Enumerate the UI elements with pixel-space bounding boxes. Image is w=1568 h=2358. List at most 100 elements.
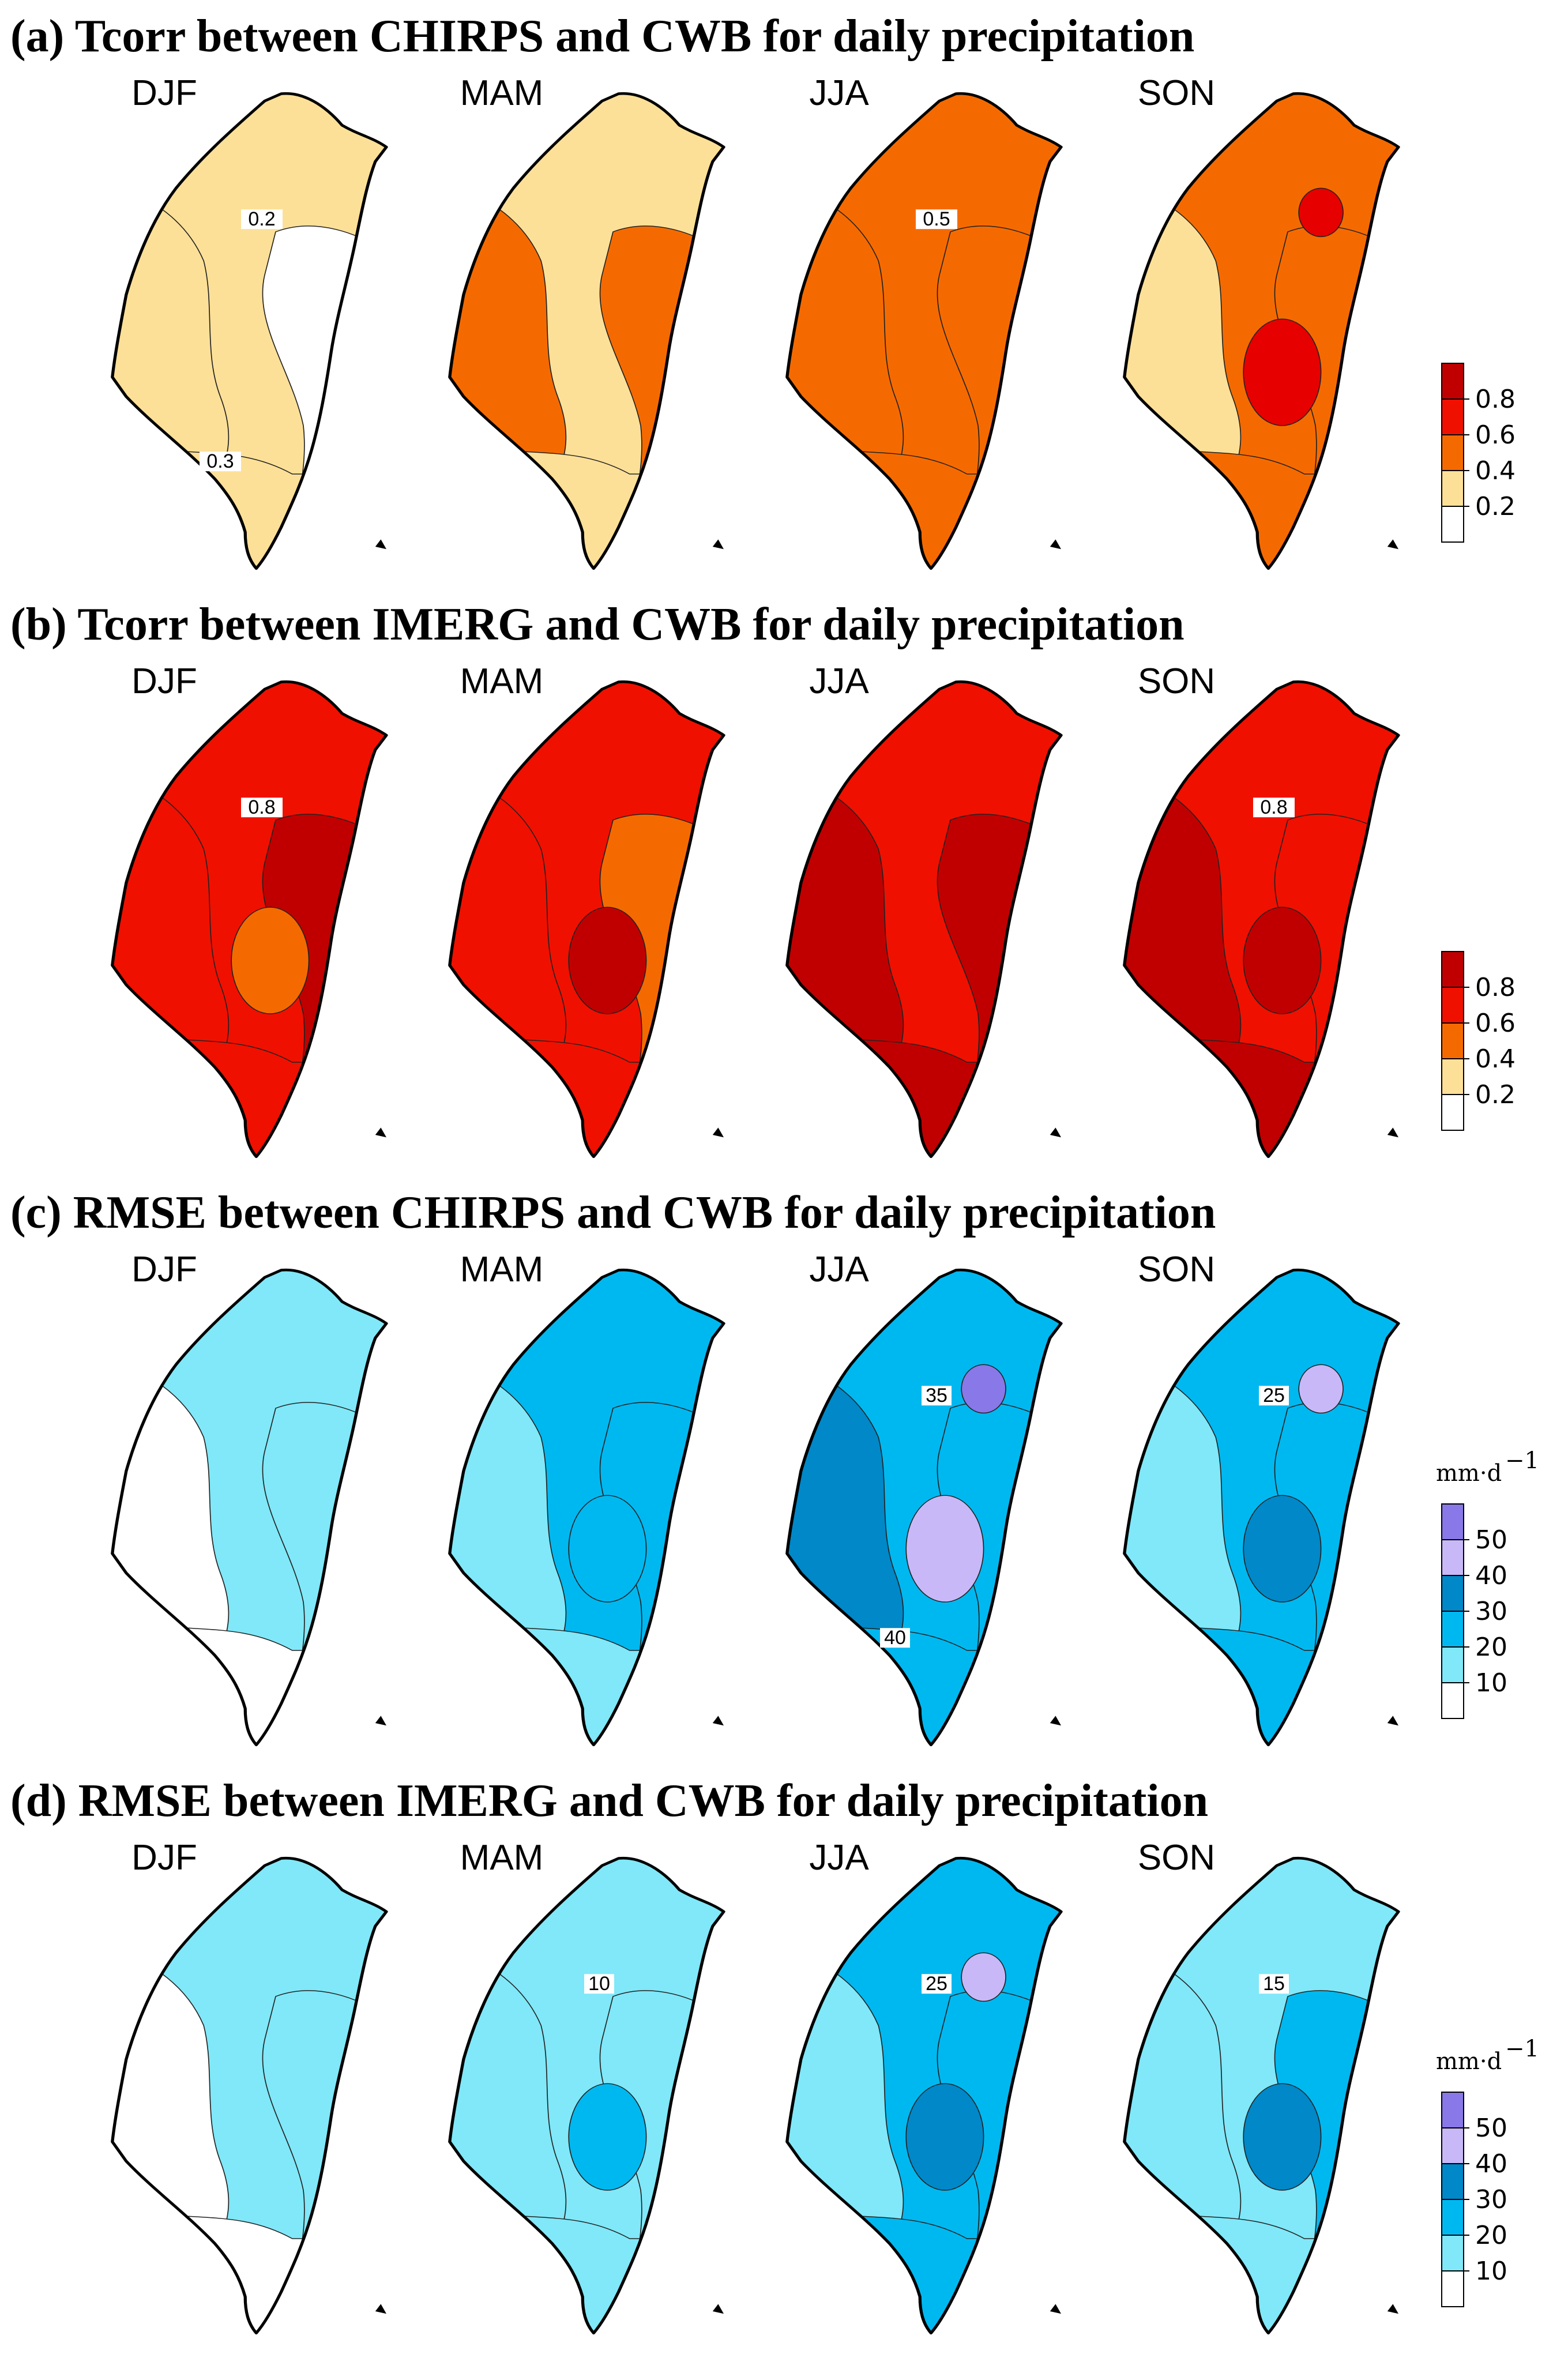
coastline — [785, 1268, 1063, 1747]
colorbar-swatch — [1441, 1022, 1464, 1059]
coastline — [1123, 680, 1400, 1159]
contour-fill-blob — [905, 2083, 984, 2191]
season-label: JJA — [809, 661, 869, 701]
colorbar-swatch — [1441, 2270, 1464, 2307]
season-label: DJF — [131, 661, 197, 701]
season-label: DJF — [131, 1250, 197, 1289]
contour-label: 15 — [1263, 1973, 1285, 1995]
contour-fill-blob — [1298, 1364, 1344, 1414]
contour-fill-blob — [1298, 187, 1344, 238]
islet — [1050, 2304, 1061, 2314]
contour-fill-zone — [449, 1037, 724, 1157]
season-label: SON — [1138, 1838, 1215, 1878]
colorbar-tick-label: 30 — [1475, 2185, 1507, 2214]
colorbar-swatch — [1441, 1503, 1464, 1540]
contour-label: 0.3 — [206, 450, 234, 472]
colorbar-swatch — [1441, 2163, 1464, 2200]
colorbar-tick-label: 0.2 — [1475, 1080, 1516, 1110]
islet — [712, 1127, 724, 1138]
contour-label-box — [584, 1974, 614, 1994]
season-label: SON — [1138, 661, 1215, 701]
colorbar-tick-label: 20 — [1475, 2221, 1507, 2250]
season-map — [448, 680, 725, 1159]
islet — [1387, 539, 1398, 550]
season-label: MAM — [460, 73, 544, 113]
colorbar-tick-label: 0.4 — [1475, 1044, 1516, 1074]
season-map — [111, 680, 388, 1159]
colorbar-swatch — [1441, 1682, 1464, 1719]
colorbar-tick-label: 10 — [1475, 2257, 1507, 2286]
contour-fill-zone — [787, 1626, 1062, 1745]
coastline — [111, 680, 388, 1159]
coastline — [111, 92, 388, 570]
contour-fill-zone — [1124, 2214, 1399, 2333]
contour-fill-zone — [112, 1626, 387, 1745]
season-label: SON — [1138, 1250, 1215, 1289]
contour-fill-zone — [449, 1626, 724, 1745]
islet — [375, 539, 386, 550]
panel-title: (d) RMSE between IMERG and CWB for daily… — [10, 1776, 1209, 1826]
contour-fill-blob — [568, 2083, 647, 2191]
contour-label-box — [1253, 798, 1295, 818]
season-map — [448, 92, 725, 570]
contour-label-box — [241, 798, 283, 818]
map-panel: DJF 0.2 0.3 MAM JJA 0.5 SON 0.2 0.4 0.6 0.8 — [111, 73, 1516, 570]
contour-fill-zone — [449, 449, 724, 569]
season-map — [785, 1268, 1063, 1747]
contour-fill-blob — [1243, 907, 1322, 1014]
colorbar-unit: mm·d — [1436, 2048, 1502, 2075]
season-label: JJA — [809, 1838, 869, 1878]
coastline — [1123, 1856, 1400, 2335]
contour-fill-zone — [787, 1037, 1062, 1157]
contour-label: 0.2 — [248, 208, 275, 230]
season-map — [448, 1268, 725, 1747]
colorbar-swatch — [1441, 2127, 1464, 2164]
islet — [1387, 1716, 1398, 1726]
contour-label-box — [916, 209, 957, 230]
season-map — [111, 1856, 388, 2335]
contour-fill-blob — [568, 907, 647, 1014]
coastline — [448, 92, 725, 570]
contour-fill-blob — [961, 1952, 1006, 2002]
colorbar-tick-label: 0.6 — [1475, 420, 1516, 450]
colorbar-unit-exponent: −1 — [1505, 2036, 1539, 2062]
contour-label: 0.8 — [1260, 796, 1287, 818]
season-map — [1123, 1856, 1400, 2335]
colorbar-tick-label: 0.6 — [1475, 1009, 1516, 1038]
season-label: DJF — [131, 1838, 197, 1878]
colorbar-swatch — [1441, 1094, 1464, 1131]
islet — [375, 1716, 386, 1726]
colorbar-tick-label: 0.4 — [1475, 456, 1516, 486]
colorbar-swatch — [1441, 2235, 1464, 2271]
map-panel: DJF MAM 10 JJA 25 SON 15 mm·d −1 10 20 30 40 50 — [111, 1838, 1539, 2335]
colorbar-swatch — [1441, 1611, 1464, 1648]
colorbar-swatch — [1441, 470, 1464, 507]
contour-fill-zone — [1124, 1626, 1399, 1745]
islet — [1050, 1716, 1061, 1726]
season-map — [785, 92, 1063, 570]
contour-label-box — [922, 1386, 952, 1406]
contour-fill-zone — [112, 449, 387, 569]
colorbar-tick-label: 40 — [1475, 1561, 1507, 1590]
colorbar-swatch — [1441, 1575, 1464, 1612]
contour-fill-zone — [1124, 1037, 1399, 1157]
contour-fill-zone — [112, 1037, 387, 1157]
colorbar-tick-label: 30 — [1475, 1597, 1507, 1626]
season-map — [1123, 680, 1400, 1159]
contour-fill-zone — [787, 2214, 1062, 2333]
islet — [1050, 539, 1061, 550]
map-panel: DJF MAM JJA 35 40 SON 25 mm·d −1 10 20 30 40 50 — [111, 1250, 1539, 1747]
contour-fill-blob — [1243, 318, 1322, 426]
contour-label-box — [1259, 1974, 1289, 1994]
season-label: MAM — [460, 1250, 544, 1289]
coastline — [448, 1268, 725, 1747]
colorbar-unit: mm·d — [1436, 1460, 1502, 1487]
contour-label-box — [1259, 1386, 1289, 1406]
islet — [1387, 2304, 1398, 2314]
contour-label: 40 — [884, 1627, 906, 1649]
coastline — [785, 1856, 1063, 2335]
season-label: MAM — [460, 1838, 544, 1878]
colorbar-swatch — [1441, 951, 1464, 988]
contour-label: 0.8 — [248, 796, 275, 818]
contour-fill-blob — [905, 1495, 984, 1603]
